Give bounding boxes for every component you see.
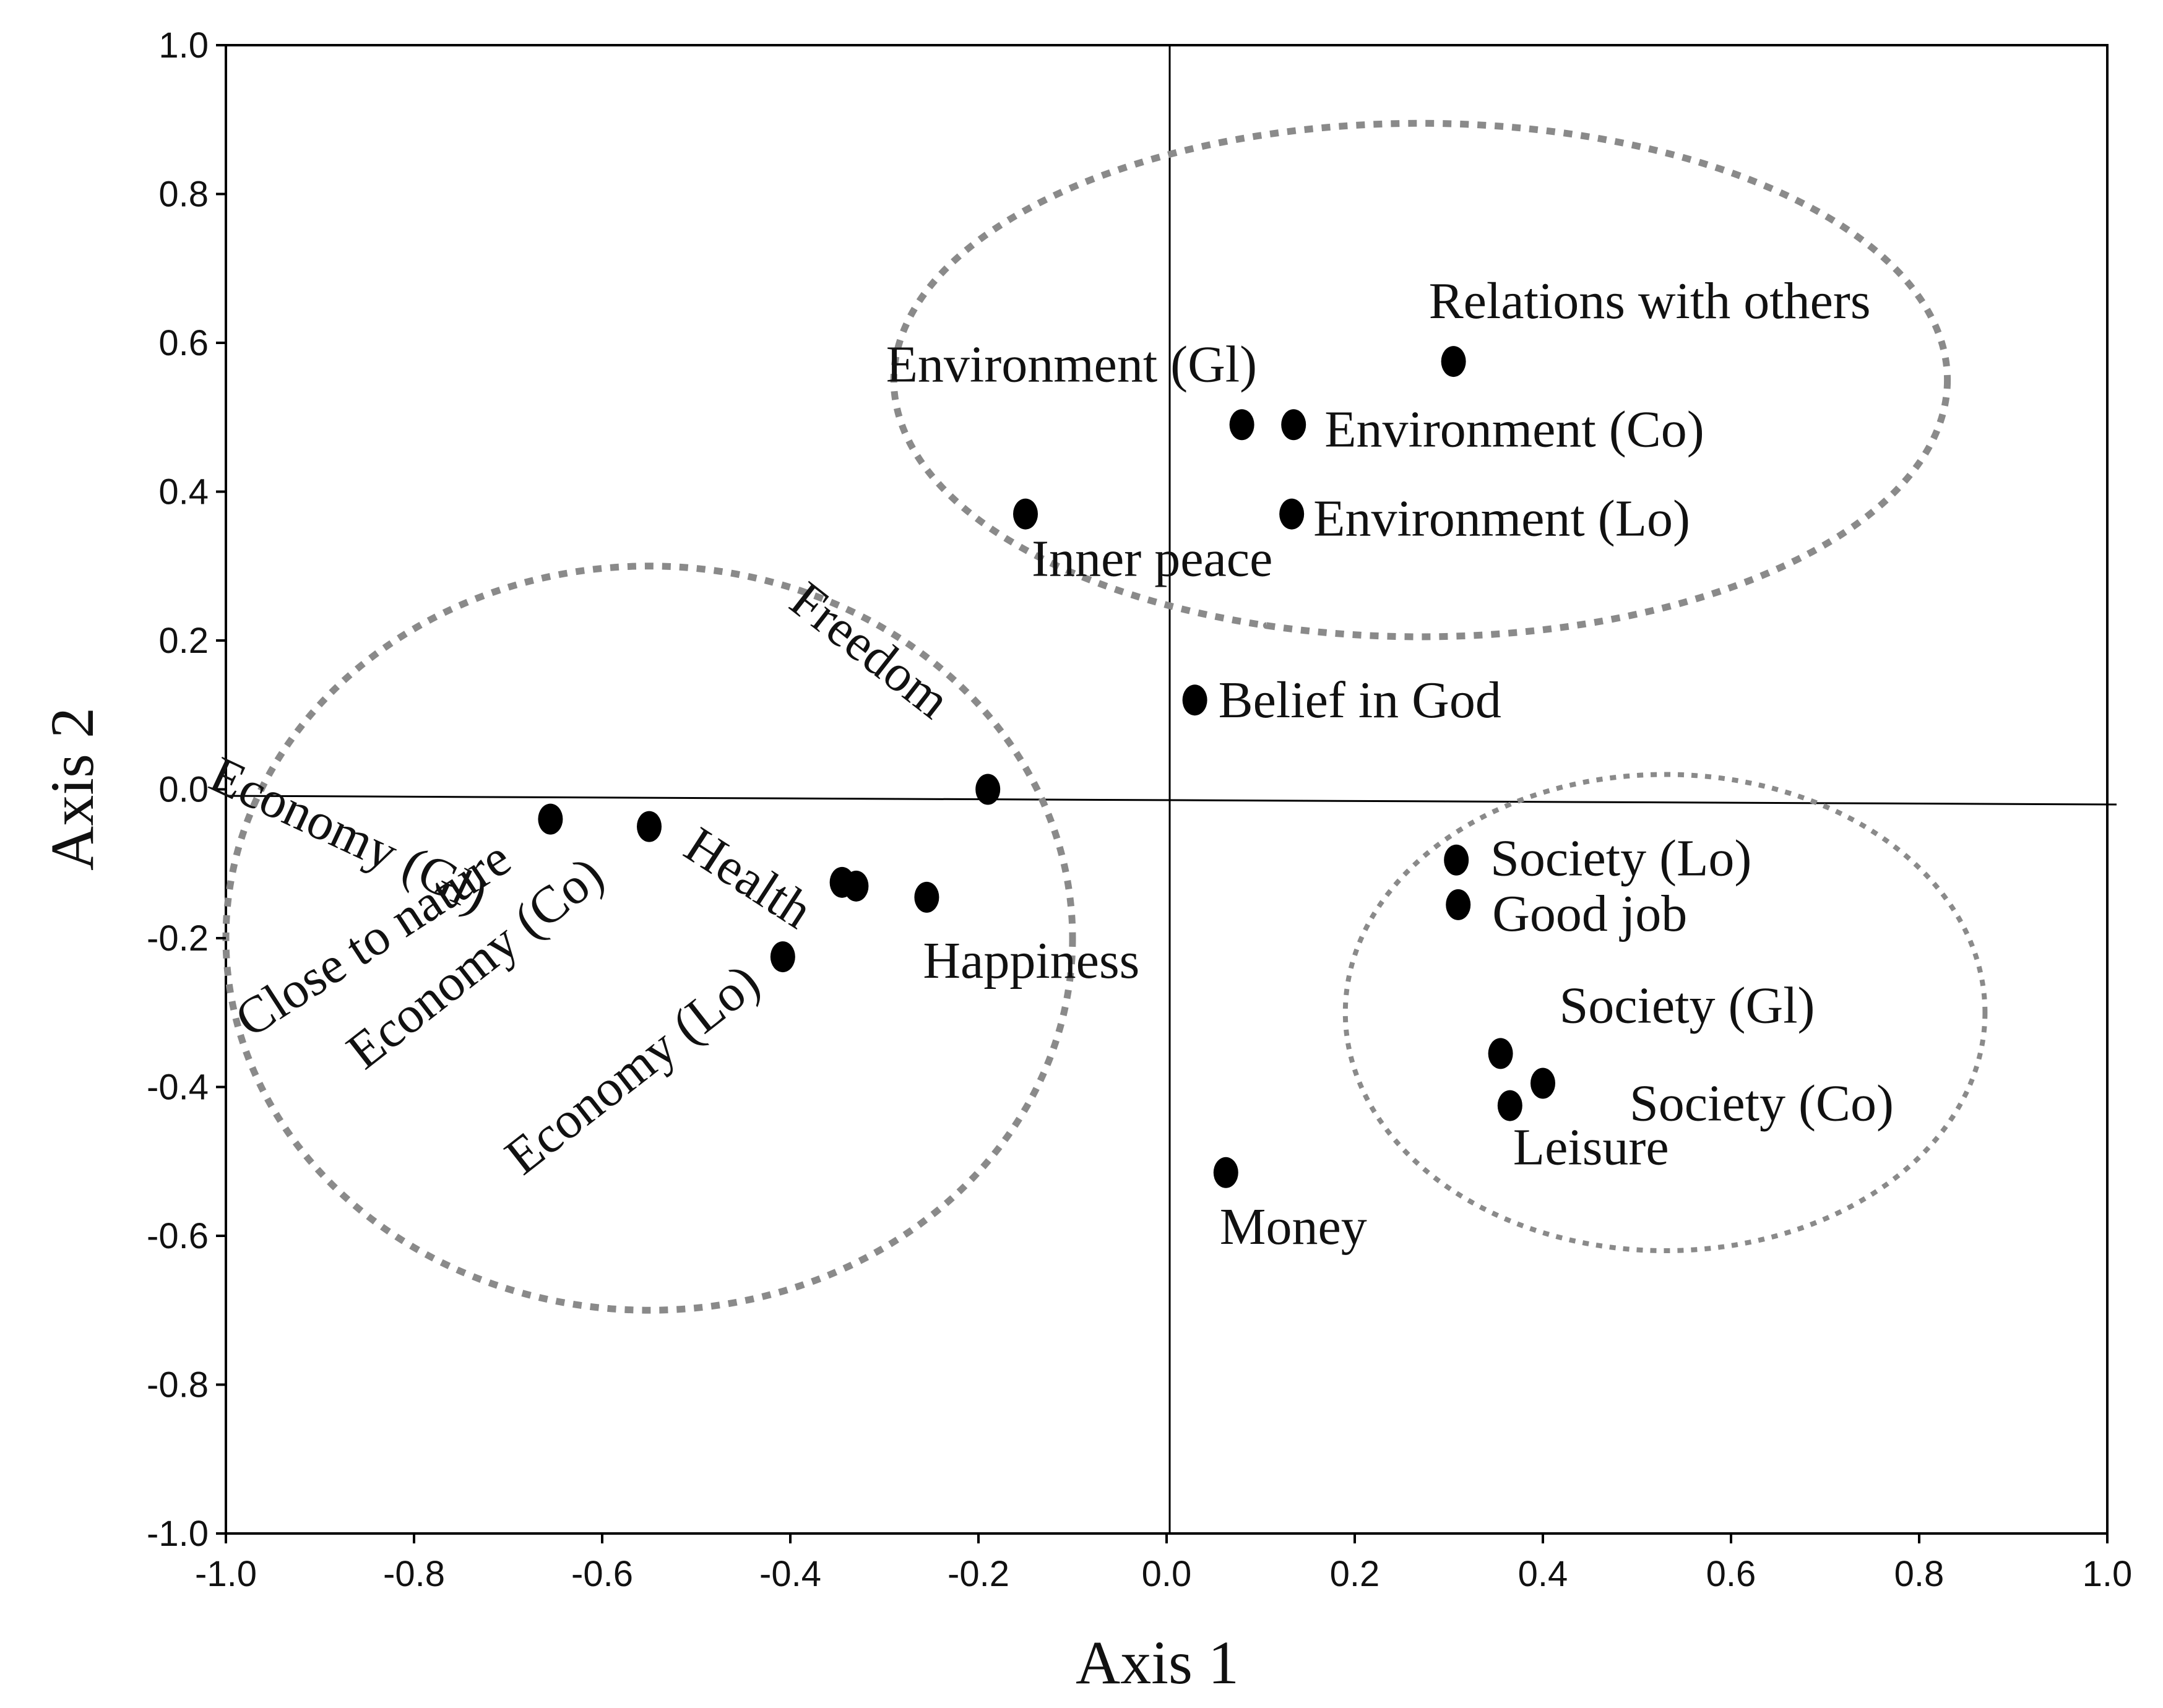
y-tick-label: 1.0	[158, 25, 209, 66]
point-labels: Relations with others Environment (Gl) Env…	[201, 272, 1894, 1256]
data-point	[1213, 1157, 1238, 1188]
x-tick-label: 0.0	[1142, 1554, 1192, 1594]
data-point	[1444, 844, 1469, 876]
x-axis-ticks: -1.0 -0.8 -0.6 -0.4 -0.2 0.0 0.2 0.4 0.6 0.8 1.0	[195, 1533, 2132, 1594]
data-point	[1279, 498, 1305, 530]
y-tick-label: -0.4	[147, 1068, 209, 1108]
x-axis-title: Axis 1	[1076, 1628, 1239, 1697]
data-point	[1182, 684, 1207, 716]
y-tick-label: 0.0	[158, 770, 209, 810]
point-label: Environment (Gl)	[886, 335, 1258, 393]
y-axis-title: Axis 2	[38, 707, 106, 871]
x-tick-label: -0.2	[948, 1554, 1009, 1594]
cluster-ellipse	[890, 119, 1951, 640]
data-point	[1281, 409, 1306, 441]
data-point	[1488, 1038, 1513, 1069]
x-tick-label: -1.0	[195, 1554, 257, 1594]
y-axis-ticks: 1.0 0.8 0.6 0.4 0.2 0.0 -0.2 -0.4 -0.6 -0.8 -1.0	[147, 25, 226, 1554]
data-point	[538, 803, 563, 835]
point-label: Society (Gl)	[1560, 977, 1815, 1034]
data-point	[1497, 1090, 1522, 1121]
x-tick-label: 0.4	[1518, 1554, 1568, 1594]
y-tick-label: 0.6	[158, 323, 209, 363]
y-tick-label: 0.4	[158, 472, 209, 512]
x-tick-label: -0.8	[383, 1554, 445, 1594]
y-tick-label: -0.8	[147, 1365, 209, 1405]
cluster-ellipse	[1342, 772, 1988, 1254]
point-label: Belief in God	[1219, 671, 1501, 729]
point-label: Society (Co)	[1630, 1074, 1894, 1132]
plot-frame	[225, 44, 2109, 1535]
point-label: Money	[1220, 1198, 1367, 1256]
y-tick-label: -0.6	[147, 1216, 209, 1256]
point-label: Freedom	[780, 571, 961, 730]
y-tick-label: 0.8	[158, 175, 209, 215]
data-point	[770, 941, 795, 973]
data-point	[829, 866, 855, 898]
data-point	[1531, 1068, 1555, 1099]
point-label: Environment (Co)	[1324, 400, 1704, 458]
y-tick-label: -1.0	[147, 1514, 209, 1554]
point-label: Relations with others	[1429, 272, 1871, 330]
x-tick-label: 0.8	[1894, 1554, 1945, 1594]
data-point	[914, 881, 939, 913]
y-tick-label: 0.2	[158, 621, 209, 661]
x-tick-label: 0.2	[1330, 1554, 1380, 1594]
point-label: Leisure	[1513, 1119, 1669, 1176]
data-point	[1441, 346, 1466, 377]
data-point	[1229, 409, 1254, 441]
point-label: Happiness	[923, 932, 1139, 990]
x-tick-label: 1.0	[2083, 1554, 2133, 1594]
point-label: Economy (Lo)	[494, 953, 770, 1186]
x-tick-label: 0.6	[1706, 1554, 1756, 1594]
point-label: Health	[675, 816, 822, 940]
x-tick-label: -0.6	[571, 1554, 633, 1594]
data-points	[538, 346, 1555, 1188]
point-label: Environment (Lo)	[1313, 490, 1690, 548]
x-tick-label: -0.4	[759, 1554, 821, 1594]
horizontal-zero-line	[225, 795, 2117, 806]
data-point	[1013, 498, 1038, 530]
point-label: Good job	[1492, 885, 1687, 942]
data-point	[1446, 889, 1471, 920]
data-point	[975, 774, 1001, 805]
point-label: Society (Lo)	[1490, 830, 1751, 887]
point-label: Inner peace	[1032, 530, 1272, 588]
y-tick-label: -0.2	[147, 918, 209, 959]
data-point	[637, 811, 662, 842]
